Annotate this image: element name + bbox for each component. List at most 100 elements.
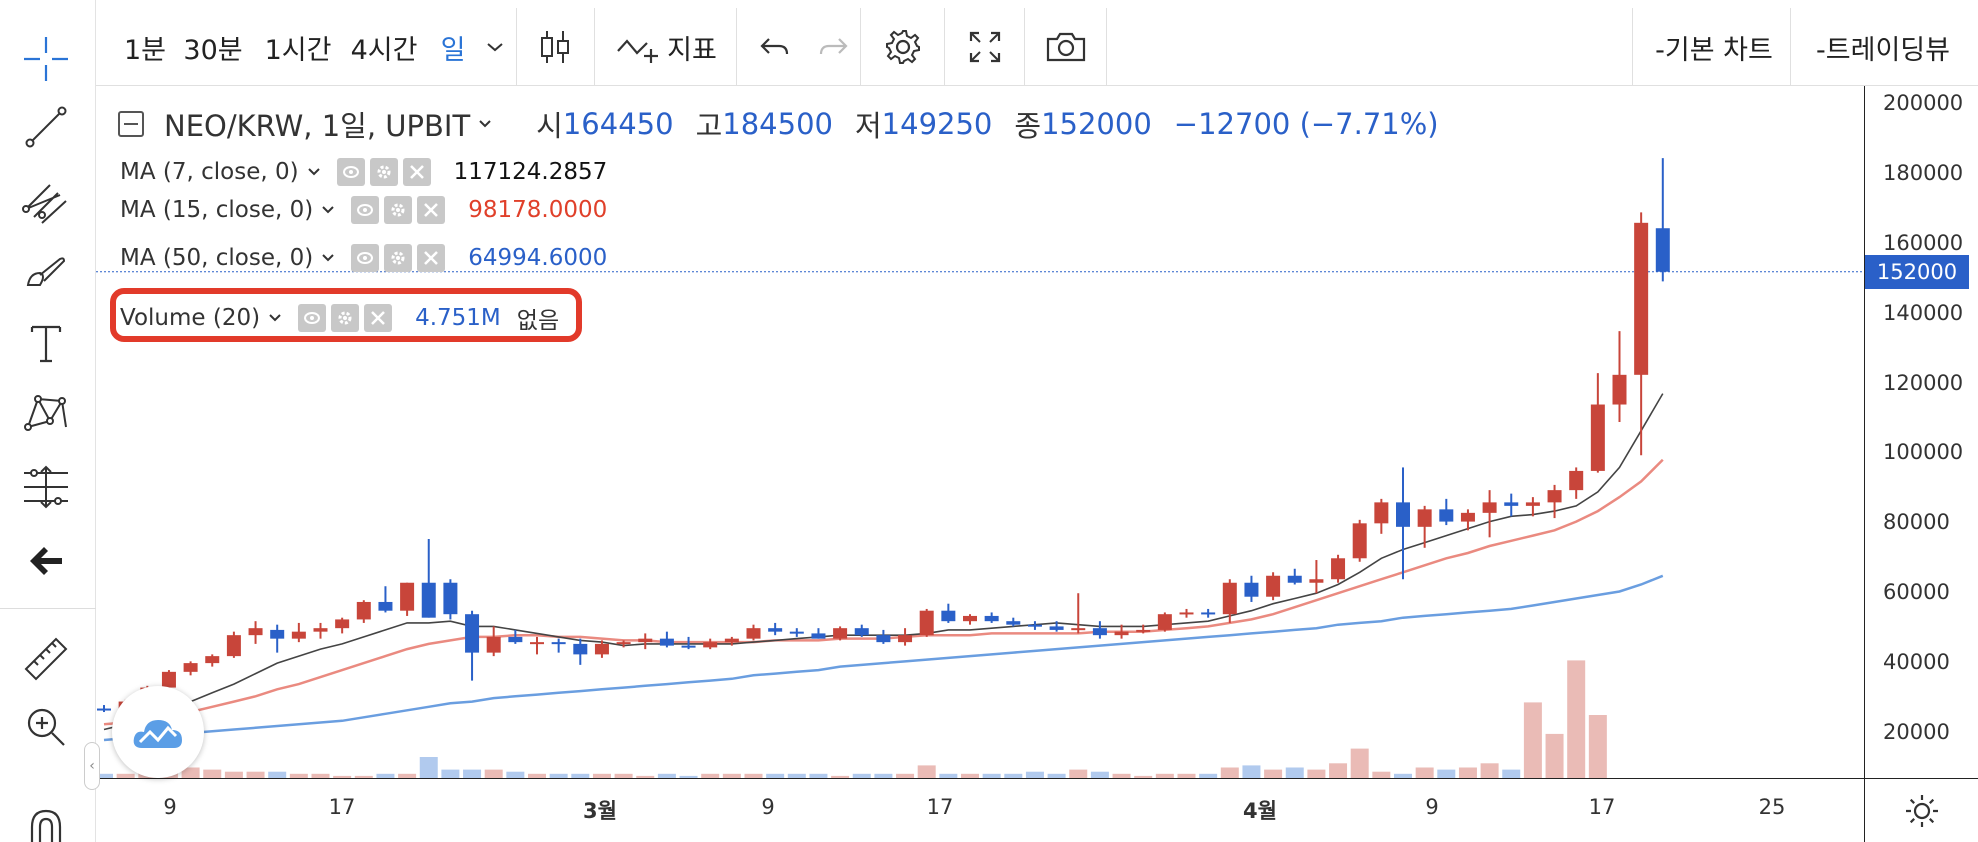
indicator-settings[interactable] xyxy=(369,158,398,186)
volume-bar xyxy=(1134,775,1153,778)
candle-body xyxy=(724,638,739,643)
pitchfork-tool[interactable] xyxy=(14,170,78,228)
remove-indicator[interactable] xyxy=(417,244,446,272)
candle-body xyxy=(1114,631,1129,636)
ruler-tool[interactable] xyxy=(14,628,78,686)
collapse-legend-button[interactable] xyxy=(118,111,144,137)
indicator-name[interactable]: Volume (20) xyxy=(120,305,261,331)
visibility-toggle[interactable] xyxy=(351,196,380,224)
top-toolbar: 1분 30분 1시간 4시간 일 지표 xyxy=(96,0,1978,86)
visibility-toggle[interactable] xyxy=(298,304,327,332)
indicator-name[interactable]: MA (7, close, 0) xyxy=(120,159,299,185)
symbol-name[interactable]: NEO/KRW, 1일, UPBIT xyxy=(164,109,471,143)
zoom-in-tool[interactable] xyxy=(14,698,78,756)
chevron-down-icon[interactable] xyxy=(478,117,492,131)
tradingview-logo[interactable] xyxy=(112,686,204,778)
volume-bar xyxy=(203,769,222,778)
candle-body xyxy=(1352,523,1367,559)
candle-body xyxy=(530,642,544,645)
interval-1h-button[interactable]: 1시간 xyxy=(264,34,332,66)
crosshair-tool[interactable] xyxy=(14,30,78,88)
text-tool[interactable] xyxy=(14,314,78,372)
drawing-toolbar xyxy=(0,0,96,842)
chevron-down-icon[interactable] xyxy=(307,165,321,179)
price-axis-label: 60000 xyxy=(1883,580,1950,605)
measure-projection-tool[interactable] xyxy=(14,458,78,516)
volume-bar xyxy=(224,771,243,778)
volume-bar xyxy=(917,765,936,778)
visibility-toggle[interactable] xyxy=(336,158,365,186)
candle-body xyxy=(811,633,826,639)
candle-body xyxy=(768,628,783,632)
toolbar-divider xyxy=(516,8,517,86)
hide-toolbar-button[interactable] xyxy=(14,532,78,590)
volume-bar xyxy=(701,773,720,778)
indicator-name[interactable]: MA (15, close, 0) xyxy=(120,197,314,223)
candle-body xyxy=(1006,621,1021,625)
chevron-down-icon[interactable] xyxy=(268,311,282,325)
pattern-tool[interactable] xyxy=(14,384,78,442)
candle-body xyxy=(616,642,631,645)
axis-settings-button[interactable] xyxy=(1864,778,1978,842)
indicator-settings[interactable] xyxy=(331,304,360,332)
indicator-settings[interactable] xyxy=(384,244,413,272)
basic-chart-button[interactable]: -기본 차트 xyxy=(1655,34,1773,66)
price-axis-label: 20000 xyxy=(1883,720,1950,744)
candle-body xyxy=(789,631,804,634)
interval-1d-button[interactable]: 일 xyxy=(440,34,466,66)
chevron-down-icon[interactable] xyxy=(321,251,335,265)
indicator-name[interactable]: MA (50, close, 0) xyxy=(120,245,314,271)
volume-bar xyxy=(1004,773,1023,778)
screenshot-button[interactable] xyxy=(1028,8,1104,86)
current-price-tag: 152000 xyxy=(1865,254,1969,289)
scroll-left-handle[interactable]: ‹ xyxy=(84,742,100,790)
volume-bar xyxy=(636,775,655,778)
candle-body xyxy=(1049,626,1064,630)
tradingview-button[interactable]: -트레이딩뷰 xyxy=(1816,34,1950,66)
price-chart[interactable] xyxy=(96,86,1864,778)
candle-body xyxy=(1244,582,1259,597)
fullscreen-button[interactable] xyxy=(948,8,1022,86)
volume-bar xyxy=(592,773,611,778)
remove-indicator[interactable] xyxy=(417,196,446,224)
remove-indicator[interactable] xyxy=(364,304,393,332)
interval-30m-button[interactable]: 30분 xyxy=(183,34,243,66)
price-axis[interactable]: 200000 180000 160000 140000 120000 100000 8000… xyxy=(1864,86,1978,778)
candle-body xyxy=(1027,624,1042,627)
time-axis-label: 17 xyxy=(328,795,356,819)
remove-indicator[interactable] xyxy=(402,158,431,186)
eye-icon xyxy=(357,252,374,264)
indicators-label: 지표 xyxy=(667,34,717,66)
volume-bar xyxy=(354,775,373,778)
magnet-tool[interactable] xyxy=(14,796,78,842)
volume-bar xyxy=(1437,769,1456,778)
volume-bar xyxy=(852,773,871,778)
time-axis[interactable]: 9 17 3월 9 17 4월 9 17 25 xyxy=(96,778,1864,842)
indicator-settings[interactable] xyxy=(384,196,413,224)
price-axis-label: 180000 xyxy=(1883,160,1964,185)
redo-button[interactable] xyxy=(804,8,864,86)
chart-type-button[interactable] xyxy=(520,8,590,86)
close-icon xyxy=(424,203,439,217)
visibility-toggle[interactable] xyxy=(351,244,380,272)
brush-tool[interactable] xyxy=(14,242,78,300)
settings-button[interactable] xyxy=(864,8,942,86)
indicators-button[interactable]: 지표 xyxy=(598,8,734,86)
volume-bar xyxy=(1090,771,1109,778)
volume-bar xyxy=(1545,733,1564,778)
candle-body xyxy=(356,601,371,620)
trend-line-tool[interactable] xyxy=(14,98,78,156)
chevron-down-icon[interactable] xyxy=(321,203,335,217)
interval-dropdown-button[interactable] xyxy=(480,8,510,86)
candle-body xyxy=(1439,509,1454,522)
candle-body xyxy=(1222,582,1237,615)
volume-value: 4.751M xyxy=(415,305,501,331)
candle-body xyxy=(1157,614,1172,630)
interval-4h-button[interactable]: 4시간 xyxy=(350,34,418,66)
eye-icon xyxy=(357,204,374,216)
gear-icon xyxy=(886,30,920,64)
candle-body xyxy=(508,636,523,643)
volume-bar xyxy=(1372,771,1391,778)
interval-1m-button[interactable]: 1분 xyxy=(123,34,167,66)
undo-button[interactable] xyxy=(744,8,804,86)
